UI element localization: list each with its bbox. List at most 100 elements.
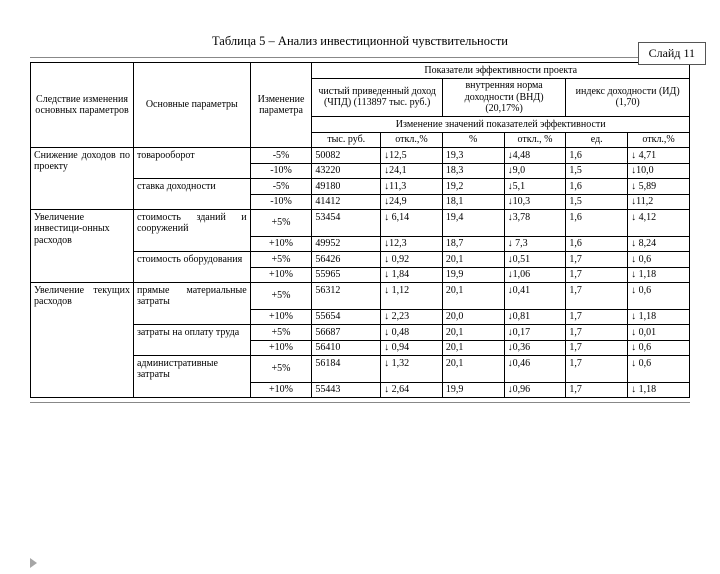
unit-p: %: [442, 132, 504, 148]
col-npv: чистый приведенный доход (ЧПД) (113897 т…: [312, 78, 442, 117]
cell: 1,6: [566, 148, 628, 164]
table-title: Таблица 5 – Анализ инвестиционной чувств…: [0, 34, 720, 49]
cell: ↓ 8,24: [628, 236, 690, 252]
param-label: [133, 382, 250, 398]
cell: 56426: [312, 252, 381, 268]
cell: ↓ 1,32: [381, 356, 443, 383]
cell: 55443: [312, 382, 381, 398]
cell: 20,1: [442, 356, 504, 383]
cell: 1,5: [566, 163, 628, 179]
cell: +10%: [250, 267, 312, 283]
cell: 20,1: [442, 340, 504, 356]
corner-marker-icon: [30, 558, 37, 568]
cell: 18,1: [442, 194, 504, 210]
param-label: товарооборот: [133, 148, 250, 164]
cell: ↓11,3: [381, 179, 443, 195]
divider-top: [30, 57, 690, 58]
unit-e: ед.: [566, 132, 628, 148]
cell: +5%: [250, 356, 312, 383]
cell: ↓12,3: [381, 236, 443, 252]
cell: -10%: [250, 163, 312, 179]
param-label: [133, 236, 250, 252]
cell: ↓0,81: [504, 309, 566, 325]
cell: 41412: [312, 194, 381, 210]
unit-dp: откл.,%: [381, 132, 443, 148]
cell: 1,7: [566, 252, 628, 268]
col-params: Основные параметры: [133, 63, 250, 148]
cell: +10%: [250, 340, 312, 356]
cell: ↓ 4,71: [628, 148, 690, 164]
col-consequence: Следствие изменения основных параметров: [31, 63, 134, 148]
cell: 56410: [312, 340, 381, 356]
cell: ↓ 0,92: [381, 252, 443, 268]
divider-bottom: [30, 402, 690, 403]
cell: 1,7: [566, 340, 628, 356]
cell: -5%: [250, 148, 312, 164]
param-label: [133, 267, 250, 283]
cell: ↓0,51: [504, 252, 566, 268]
cell: ↓24,1: [381, 163, 443, 179]
param-label: стоимость зданий и сооружений: [133, 210, 250, 237]
cell: ↓ 6,14: [381, 210, 443, 237]
cell: 49180: [312, 179, 381, 195]
cell: 1,7: [566, 356, 628, 383]
cell: -10%: [250, 194, 312, 210]
cell: 20,1: [442, 325, 504, 341]
cell: ↓10,0: [628, 163, 690, 179]
cell: ↓ 5,89: [628, 179, 690, 195]
col-pi: индекс доходности (ИД) (1,70): [566, 78, 690, 117]
cell: ↓9,0: [504, 163, 566, 179]
cell: ↓ 0,6: [628, 340, 690, 356]
cell: 50082: [312, 148, 381, 164]
cell: ↓ 0,6: [628, 283, 690, 310]
cell: ↓ 0,94: [381, 340, 443, 356]
cell: 1,7: [566, 283, 628, 310]
cell: 49952: [312, 236, 381, 252]
cell: 1,7: [566, 267, 628, 283]
cell: 19,2: [442, 179, 504, 195]
cell: 56687: [312, 325, 381, 341]
table-row: Увеличение текущих расходов прямые матер…: [31, 283, 690, 310]
cell: +5%: [250, 210, 312, 237]
cell: 1,7: [566, 325, 628, 341]
cell: ↓24,9: [381, 194, 443, 210]
param-label: ставка доходности: [133, 179, 250, 195]
cell: 1,7: [566, 309, 628, 325]
cell: ↓ 2,64: [381, 382, 443, 398]
cell: 1,7: [566, 382, 628, 398]
cell: ↓ 1,18: [628, 267, 690, 283]
cell: 20,1: [442, 283, 504, 310]
cell: 53454: [312, 210, 381, 237]
cell: ↓ 0,6: [628, 356, 690, 383]
param-label: затраты на оплату труда: [133, 325, 250, 341]
cell: 56312: [312, 283, 381, 310]
cell: ↓0,96: [504, 382, 566, 398]
cell: +10%: [250, 309, 312, 325]
param-label: [133, 309, 250, 325]
cell: 18,3: [442, 163, 504, 179]
cell: 1,6: [566, 236, 628, 252]
cell: ↓12,5: [381, 148, 443, 164]
cell: ↓ 1,18: [628, 309, 690, 325]
cell: ↓4,48: [504, 148, 566, 164]
cell: ↓0,36: [504, 340, 566, 356]
cell: 1,6: [566, 179, 628, 195]
param-label: [133, 163, 250, 179]
col-change-values: Изменение значений показателей эффективн…: [312, 117, 690, 133]
cell: ↓0,41: [504, 283, 566, 310]
group-label: Увеличение инвестици-онных расходов: [31, 210, 134, 283]
cell: +5%: [250, 283, 312, 310]
cell: 55965: [312, 267, 381, 283]
slide-number-badge: Слайд 11: [638, 42, 706, 65]
cell: +5%: [250, 325, 312, 341]
cell: 19,9: [442, 267, 504, 283]
unit-tr: тыс. руб.: [312, 132, 381, 148]
cell: 19,4: [442, 210, 504, 237]
cell: 1,5: [566, 194, 628, 210]
unit-dp2: откл., %: [504, 132, 566, 148]
param-label: административные затраты: [133, 356, 250, 383]
sensitivity-table: Следствие изменения основных параметров …: [30, 62, 690, 398]
col-change: Изменение параметра: [250, 63, 312, 148]
cell: ↓ 1,84: [381, 267, 443, 283]
cell: 56184: [312, 356, 381, 383]
